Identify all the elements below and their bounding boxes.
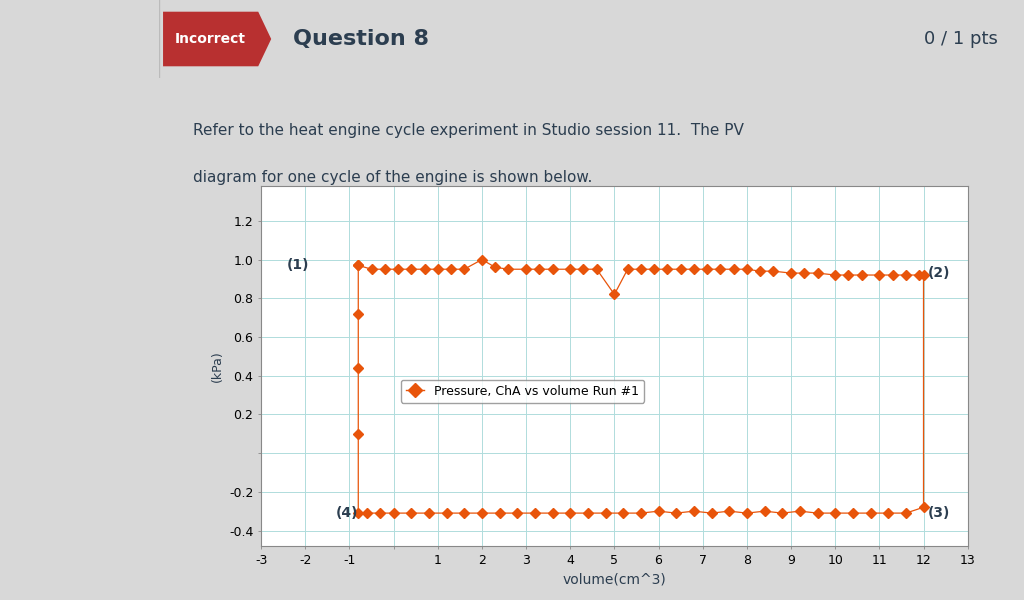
Text: 0 / 1 pts: 0 / 1 pts — [925, 30, 998, 48]
Text: Refer to the heat engine cycle experiment in Studio session 11.  The PV: Refer to the heat engine cycle experimen… — [194, 122, 744, 137]
Text: (4): (4) — [336, 506, 358, 520]
Legend: Pressure, ChA vs volume Run #1: Pressure, ChA vs volume Run #1 — [400, 380, 644, 403]
Text: (1): (1) — [287, 259, 309, 272]
X-axis label: volume(cm^3): volume(cm^3) — [562, 572, 667, 586]
Y-axis label: (kPa): (kPa) — [211, 350, 223, 382]
Text: Question 8: Question 8 — [293, 29, 429, 49]
Text: diagram for one cycle of the engine is shown below.: diagram for one cycle of the engine is s… — [194, 170, 593, 185]
Text: (3): (3) — [928, 506, 950, 520]
Text: Incorrect: Incorrect — [175, 32, 246, 46]
Text: (2): (2) — [928, 266, 950, 280]
Polygon shape — [163, 11, 271, 66]
